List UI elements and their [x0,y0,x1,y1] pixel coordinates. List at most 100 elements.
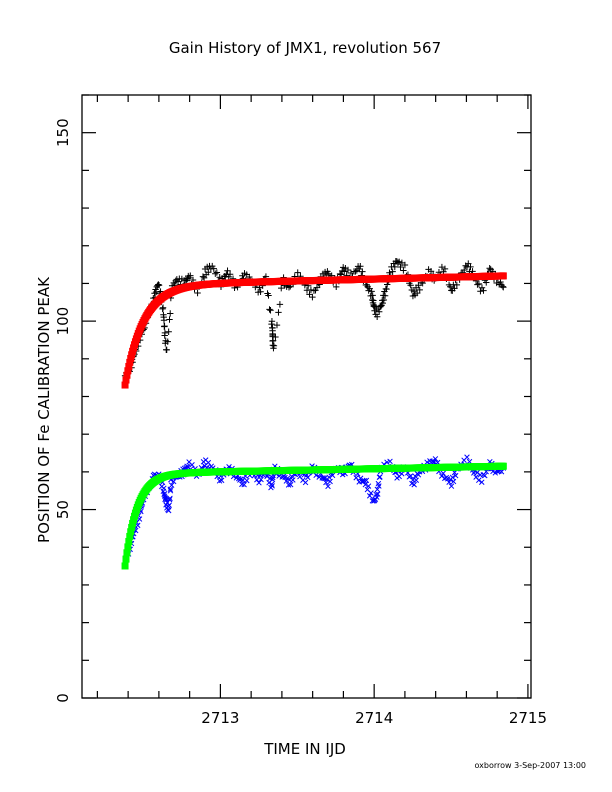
cross-marker [170,478,177,485]
fit-curve-point [129,519,137,527]
cross-marker [329,472,336,479]
plus-marker [294,269,301,276]
plus-marker [397,263,404,271]
plus-marker [486,265,493,272]
fit-curve-point [121,562,129,570]
plus-marker [155,281,162,288]
plus-marker [194,289,201,297]
y-axis: 0 50 100 150 [54,94,531,703]
cross-marker [269,483,275,489]
cross-marker [323,479,329,486]
fit-curve-point [126,532,134,540]
cross-marker [161,485,167,491]
plus-marker [465,260,472,267]
plus-marker [278,284,285,292]
cross-marker [450,478,457,485]
plot-frame [81,94,532,699]
plus-marker [480,287,487,294]
cross-marker [134,522,141,529]
cross-marker [302,479,309,486]
y-tick-label: 50 [54,500,72,519]
plus-marker [269,337,277,344]
y-tick-label: 100 [54,307,72,336]
cross-marker [363,477,370,484]
cross-marker [466,458,473,465]
plus-marker [369,292,376,299]
cross-marker [479,479,485,485]
series-layer [121,258,507,570]
plus-marker [395,258,403,265]
fit-curve [121,272,507,389]
cross-marker [353,475,359,481]
plus-marker [416,286,423,294]
x-tick-label: 2713 [201,709,239,727]
plus-marker [357,263,364,270]
cross-marker [411,481,417,488]
plus-marker [313,284,321,291]
plus-marker [413,289,421,297]
plus-marker [226,271,234,278]
plus-marker [161,329,169,337]
fit-curve-point [128,523,136,531]
plus-marker [225,273,232,281]
cross-marker [218,477,225,484]
cross-marker [326,474,332,481]
plus-marker [407,282,414,289]
cross-marker [368,490,374,496]
cross-marker [166,502,172,508]
fit-curve-point [127,528,135,536]
plus-marker [187,272,194,279]
fit-curve-point [121,381,129,389]
cross-marker [438,473,445,479]
plus-marker [467,263,474,271]
plus-marker [165,328,172,335]
plus-marker [359,268,366,275]
cross-marker [387,458,393,465]
cross-marker [162,496,168,503]
plus-marker [161,322,168,330]
cross-marker [375,491,381,497]
plus-marker [276,301,284,308]
plus-marker [380,296,388,304]
cross-marker [283,478,290,484]
fit-curve-point [122,376,130,384]
cross-marker [399,470,405,477]
plus-marker [159,304,167,311]
plus-marker [166,316,173,323]
plus-marker [333,283,340,291]
x-axis-label: TIME IN IJD [263,740,346,758]
cross-marker [256,480,262,486]
cross-marker [168,482,175,488]
cross-marker [448,483,455,489]
plus-marker [257,288,264,295]
y-tick-label: 0 [54,693,72,703]
plus-marker [477,288,484,295]
cross-marker [189,462,195,468]
cross-marker [241,481,247,488]
cross-marker [290,477,296,483]
plus-marker [352,268,359,275]
cross-marker [165,507,172,514]
cross-marker [167,486,174,493]
plus-marker [441,265,449,273]
cross-marker [305,474,311,481]
plus-marker [224,267,231,274]
cross-marker [476,477,482,484]
plus-marker [375,308,383,315]
cross-marker [167,495,173,502]
fit-curve-point [122,555,130,563]
cross-marker [325,483,331,490]
plus-marker [265,292,272,299]
cross-marker [413,477,419,483]
plus-marker [497,278,504,286]
cross-marker [464,454,470,460]
fit-curve [121,462,507,570]
plus-marker [200,274,208,282]
chart-title: Gain History of JMX1, revolution 567 [169,39,441,57]
plus-marker [347,269,355,277]
cross-marker [320,475,327,481]
plus-marker [475,280,483,288]
plus-marker [381,292,389,299]
plus-marker [210,265,217,272]
